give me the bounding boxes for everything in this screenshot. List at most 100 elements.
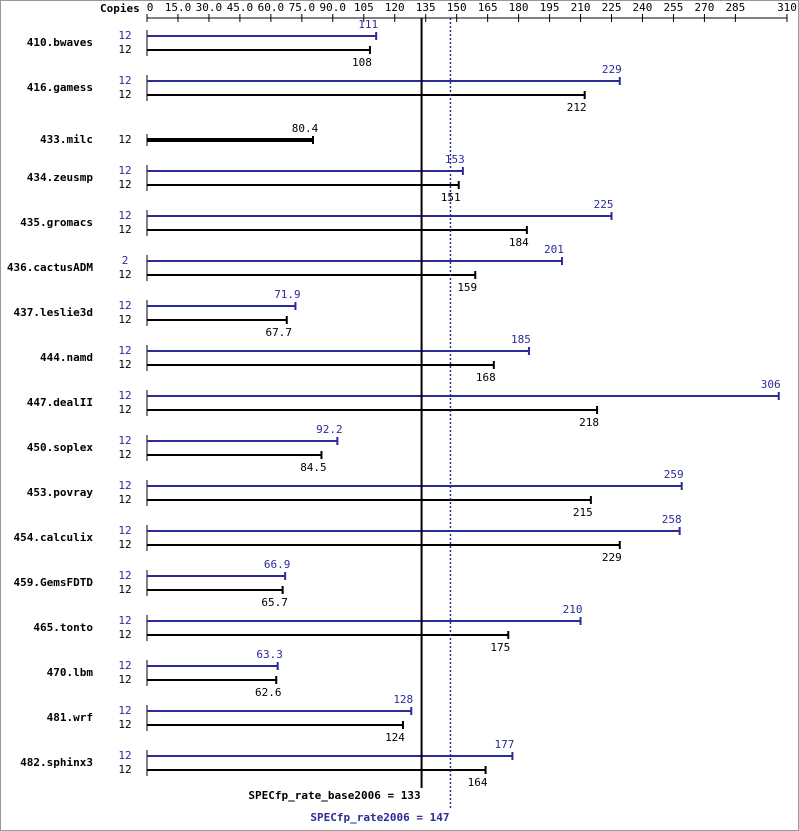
x-tick-label: 255 xyxy=(664,1,684,14)
copies-label: 12 xyxy=(118,704,131,717)
copies-label: 12 xyxy=(118,389,131,402)
benchmark-label: 459.GemsFDTD xyxy=(14,576,94,589)
benchmark-label: 450.soplex xyxy=(27,441,94,454)
copies-label: 12 xyxy=(118,583,131,596)
value-label: 259 xyxy=(664,468,684,481)
copies-label: 12 xyxy=(118,344,131,357)
copies-label: 12 xyxy=(118,524,131,537)
benchmark-label: 482.sphinx3 xyxy=(20,756,93,769)
x-tick-label: 135 xyxy=(416,1,436,14)
copies-label: 12 xyxy=(118,29,131,42)
value-label: 111 xyxy=(358,18,378,31)
value-label: 229 xyxy=(602,63,622,76)
x-tick-label: 225 xyxy=(602,1,622,14)
copies-header: Copies xyxy=(100,2,140,15)
copies-label: 12 xyxy=(118,313,131,326)
copies-label: 12 xyxy=(118,133,131,146)
copies-label: 12 xyxy=(118,434,131,447)
copies-label: 12 xyxy=(118,74,131,87)
x-tick-label: 60.0 xyxy=(258,1,285,14)
x-tick-label: 240 xyxy=(633,1,653,14)
copies-label: 12 xyxy=(118,614,131,627)
copies-label: 12 xyxy=(118,88,131,101)
x-tick-label: 120 xyxy=(385,1,405,14)
copies-label: 12 xyxy=(118,43,131,56)
copies-label: 12 xyxy=(118,178,131,191)
value-label: 218 xyxy=(579,416,599,429)
value-label: 62.6 xyxy=(255,686,282,699)
value-label: 210 xyxy=(563,603,583,616)
copies-label: 12 xyxy=(118,493,131,506)
benchmark-label: 444.namd xyxy=(40,351,93,364)
copies-label: 12 xyxy=(118,763,131,776)
copies-label: 2 xyxy=(122,254,129,267)
benchmark-label: 433.milc xyxy=(40,133,93,146)
x-tick-label: 30.0 xyxy=(196,1,223,14)
x-tick-label: 0 xyxy=(147,1,154,14)
value-label: 108 xyxy=(352,56,372,69)
value-label: 201 xyxy=(544,243,564,256)
benchmark-label: 465.tonto xyxy=(33,621,93,634)
copies-label: 12 xyxy=(118,479,131,492)
copies-label: 12 xyxy=(118,659,131,672)
value-label: 185 xyxy=(511,333,531,346)
value-label: 184 xyxy=(509,236,529,249)
copies-label: 12 xyxy=(118,209,131,222)
value-label: 92.2 xyxy=(316,423,343,436)
value-label: 258 xyxy=(662,513,682,526)
copies-label: 12 xyxy=(118,673,131,686)
copies-label: 12 xyxy=(118,268,131,281)
benchmark-label: 435.gromacs xyxy=(20,216,93,229)
copies-label: 12 xyxy=(118,538,131,551)
benchmark-label: 453.povray xyxy=(27,486,94,499)
x-tick-label: 285 xyxy=(725,1,745,14)
value-label: 63.3 xyxy=(256,648,283,661)
x-tick-label: 90.0 xyxy=(320,1,347,14)
benchmark-label: 454.calculix xyxy=(14,531,94,544)
reference-label: SPECfp_rate_base2006 = 133 xyxy=(248,789,420,802)
value-label: 80.4 xyxy=(292,122,319,135)
x-tick-label: 310 xyxy=(777,1,797,14)
copies-label: 12 xyxy=(118,569,131,582)
benchmark-label: 470.lbm xyxy=(47,666,94,679)
value-label: 151 xyxy=(441,191,461,204)
benchmark-label: 437.leslie3d xyxy=(14,306,93,319)
x-tick-label: 15.0 xyxy=(165,1,192,14)
copies-label: 12 xyxy=(118,749,131,762)
value-label: 66.9 xyxy=(264,558,291,571)
value-label: 212 xyxy=(567,101,587,114)
benchmark-label: 447.dealII xyxy=(27,396,93,409)
value-label: 168 xyxy=(476,371,496,384)
x-tick-label: 75.0 xyxy=(289,1,316,14)
value-label: 67.7 xyxy=(266,326,293,339)
benchmark-label: 410.bwaves xyxy=(27,36,93,49)
benchmark-label: 481.wrf xyxy=(47,711,93,724)
x-tick-label: 45.0 xyxy=(227,1,254,14)
value-label: 229 xyxy=(602,551,622,564)
value-label: 71.9 xyxy=(274,288,301,301)
copies-label: 12 xyxy=(118,628,131,641)
value-label: 128 xyxy=(393,693,413,706)
value-label: 175 xyxy=(490,641,510,654)
x-tick-label: 210 xyxy=(571,1,591,14)
reference-label: SPECfp_rate2006 = 147 xyxy=(310,811,449,824)
value-label: 177 xyxy=(494,738,514,751)
value-label: 306 xyxy=(761,378,781,391)
x-tick-label: 180 xyxy=(509,1,529,14)
value-label: 225 xyxy=(594,198,614,211)
value-label: 65.7 xyxy=(261,596,288,609)
value-label: 84.5 xyxy=(300,461,327,474)
x-tick-label: 270 xyxy=(694,1,714,14)
x-tick-label: 150 xyxy=(447,1,467,14)
x-tick-label: 165 xyxy=(478,1,498,14)
benchmark-label: 416.gamess xyxy=(27,81,93,94)
benchmark-label: 436.cactusADM xyxy=(7,261,93,274)
copies-label: 12 xyxy=(118,448,131,461)
value-label: 153 xyxy=(445,153,465,166)
copies-label: 12 xyxy=(118,164,131,177)
copies-label: 12 xyxy=(118,223,131,236)
value-label: 124 xyxy=(385,731,405,744)
copies-label: 12 xyxy=(118,358,131,371)
